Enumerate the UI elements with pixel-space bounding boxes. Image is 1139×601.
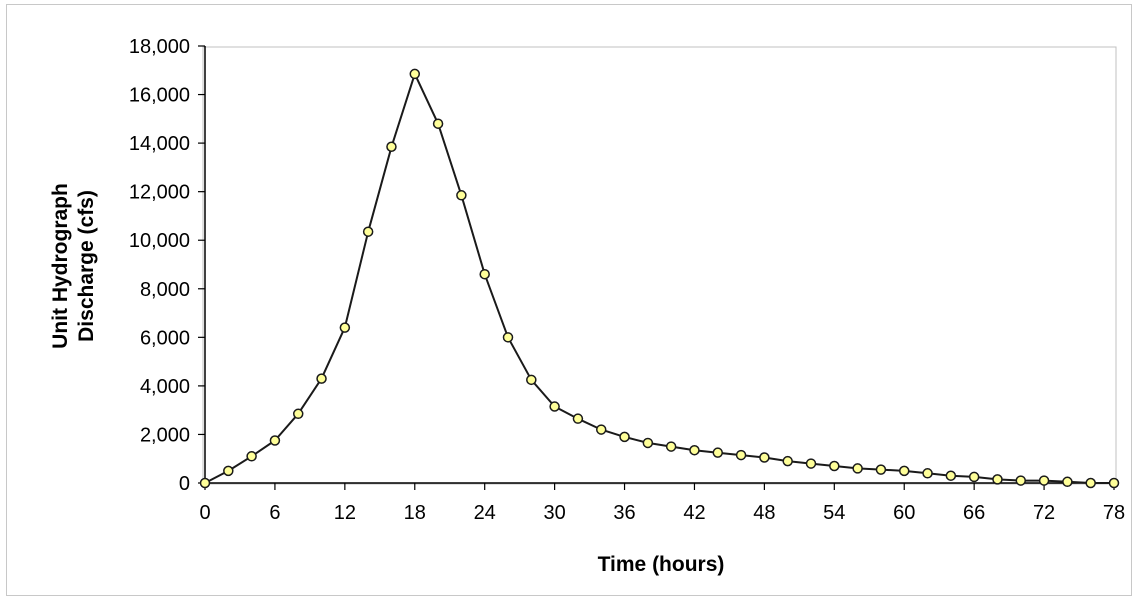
data-point [246,451,257,462]
y-axis-title: Unit Hydrograph Discharge (cfs) [49,183,98,349]
x-tick-label: 72 [1033,502,1055,524]
x-tick-label: 48 [753,502,775,524]
data-point [922,468,933,479]
x-tick-label: 42 [683,502,705,524]
y-tick-label: 0 [179,473,190,495]
x-tick-label: 0 [199,502,210,524]
data-point [665,441,677,452]
y-axis: 0 2,000 4,000 6,000 8,000 10,000 12,000 14,000 1… [129,36,206,495]
series-points-group [199,68,1120,489]
data-point [852,463,863,474]
data-point [759,452,770,463]
y-tick-label: 6,000 [140,327,190,349]
data-point [712,447,724,458]
data-point [619,431,630,443]
x-tick-label: 36 [613,502,635,524]
data-point [1015,475,1027,486]
y-tick-label: 16,000 [129,85,190,107]
y-tick-label: 18,000 [129,36,190,58]
x-tick-label: 6 [269,502,280,524]
data-point [502,332,514,343]
data-point [595,424,607,435]
data-point [526,374,537,386]
y-tick-label: 8,000 [140,279,190,301]
data-point [968,471,980,483]
data-point [409,68,421,80]
data-point [642,437,654,449]
data-point [362,226,374,237]
data-point [339,322,351,333]
data-point [223,465,234,477]
data-point [456,190,467,201]
y-tick-label: 14,000 [129,133,190,155]
y-tick-label: 12,000 [129,182,190,204]
y-tick-label: 2,000 [140,424,190,446]
data-point [945,470,957,481]
data-point [386,141,397,153]
data-point [1038,475,1050,486]
y-tick-label: 10,000 [129,230,190,252]
x-tick-label: 30 [543,502,565,524]
data-point [689,444,700,456]
data-point [479,268,490,280]
data-point [782,455,793,467]
x-tick-label: 18 [404,502,426,524]
data-point [269,435,281,446]
data-point [199,477,211,489]
data-point [292,408,304,420]
x-tick-label: 60 [893,502,915,524]
series-line-group [204,72,1114,484]
x-tick-label: 54 [823,502,845,524]
data-point [898,465,910,477]
y-tick-label: 4,000 [140,376,190,398]
data-point [875,464,887,475]
x-tick-label: 78 [1103,502,1125,524]
x-tick-label: 12 [334,502,356,524]
data-point [1108,477,1120,489]
data-point [549,401,560,412]
data-point [992,474,1003,485]
plot-area-border [202,46,1117,485]
data-point [805,458,817,469]
series-line [204,72,1114,484]
data-point [1062,476,1073,488]
x-tick-label: 24 [474,502,496,524]
x-tick-label: 66 [963,502,985,524]
data-point [572,413,584,424]
data-point [829,460,840,472]
data-point [432,118,444,129]
y-axis-title-line-1: Unit Hydrograph [49,183,72,349]
x-axis: 0 6 12 18 24 30 36 42 48 54 60 66 72 78 [199,482,1125,524]
data-point [1085,477,1096,489]
data-point [735,449,747,461]
y-axis-title-line-2: Discharge (cfs) [75,190,98,342]
x-axis-title: Time (hours) [598,553,725,576]
data-point [316,373,327,384]
